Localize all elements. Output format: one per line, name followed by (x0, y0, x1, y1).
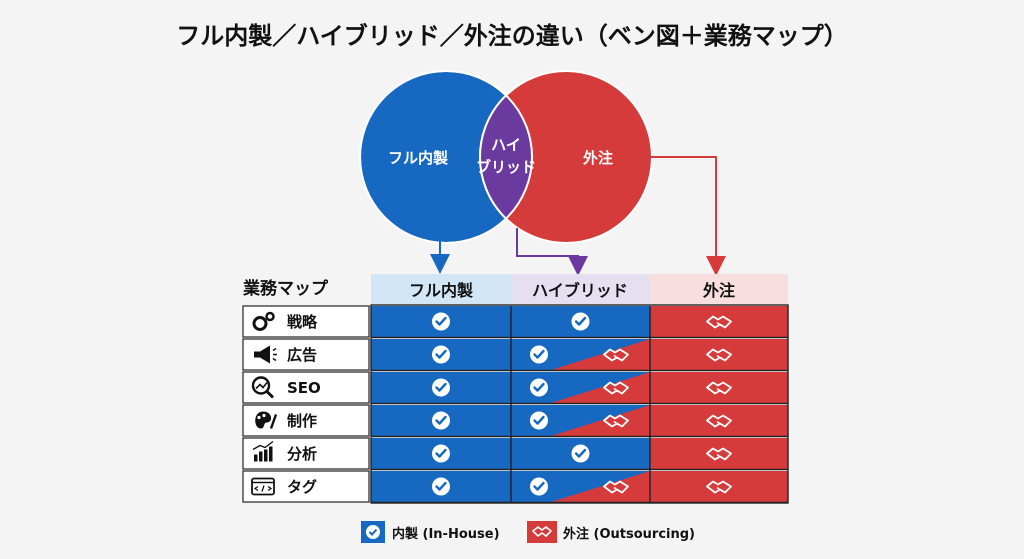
handshake-icon (603, 414, 629, 428)
cell-outsource (650, 405, 788, 436)
table-row: 戦略 (242, 305, 788, 339)
check-icon (432, 444, 450, 463)
page-title: フル内製／ハイブリッド／外注の違い（ベン図＋業務マップ） (176, 22, 848, 50)
check-icon (530, 378, 548, 397)
header-inhouse: フル内製 (409, 281, 473, 300)
cell-inhouse (371, 306, 511, 337)
table-row: タグ (242, 470, 788, 504)
cell-inhouse (371, 471, 511, 502)
cell-inhouse (371, 372, 511, 403)
row-label: タグ (287, 478, 317, 496)
legend-outsource-label: 外注 (Outsourcing) (562, 526, 695, 542)
handshake-icon (706, 414, 732, 428)
bar-chart-icon (252, 440, 274, 462)
code-window-icon (251, 477, 275, 496)
cell-inhouse (371, 438, 511, 469)
handshake-icon (706, 447, 732, 461)
legend: 内製 (In-House) 外注 (Outsourcing) (361, 521, 695, 543)
venn-inhouse-label: フル内製 (388, 149, 448, 167)
handshake-icon (706, 480, 732, 494)
row-label: SEO (287, 379, 321, 397)
cell-hybrid (511, 438, 650, 469)
cell-inhouse (371, 339, 511, 370)
cell-outsource (650, 471, 788, 502)
cell-hybrid (511, 372, 650, 403)
legend-outsource-swatch (527, 521, 557, 543)
venn-diagram: フル内製 ハイ ブリッド 外注 (359, 70, 653, 244)
table-row: 分析 (242, 437, 788, 471)
check-icon (571, 444, 590, 463)
legend-handshake-icon (532, 526, 552, 537)
table-corner-label: 業務マップ (243, 278, 329, 299)
cell-outsource (650, 339, 788, 370)
connector-arrows (430, 156, 726, 276)
handshake-icon (706, 381, 732, 395)
check-icon (432, 312, 450, 331)
magnifier-chart-icon (251, 376, 275, 399)
check-icon (432, 378, 450, 397)
cell-outsource (650, 438, 788, 469)
handshake-icon (603, 381, 629, 395)
megaphone-icon (254, 345, 277, 364)
cell-outsource (650, 372, 788, 403)
row-label: 広告 (287, 346, 317, 364)
handshake-icon (603, 348, 629, 362)
header-hybrid: ハイブリッド (532, 281, 628, 300)
header-hybrid-bg (511, 274, 650, 304)
cell-outsource (650, 306, 788, 337)
check-icon (530, 411, 548, 430)
table-row: 広告 (242, 338, 788, 372)
venn-hybrid-label-2: ブリッド (476, 158, 536, 176)
check-icon (432, 477, 450, 496)
check-icon (432, 411, 450, 430)
check-icon (571, 312, 590, 331)
header-outsource-bg (650, 274, 788, 304)
row-label: 制作 (287, 412, 317, 430)
handshake-icon (706, 348, 732, 362)
handshake-icon (706, 315, 732, 329)
venn-outsource-label: 外注 (582, 149, 613, 167)
check-icon (530, 477, 548, 496)
cell-hybrid (511, 471, 650, 502)
check-icon (432, 345, 450, 364)
check-icon (530, 345, 548, 364)
cell-hybrid (511, 339, 650, 370)
cell-inhouse (371, 405, 511, 436)
legend-inhouse-label: 内製 (In-House) (392, 526, 500, 542)
header-outsource: 外注 (702, 281, 735, 300)
table-row: 制作 (242, 404, 788, 438)
header-inhouse-bg (371, 274, 511, 304)
row-label: 分析 (287, 445, 317, 463)
cell-hybrid (511, 306, 650, 337)
row-label: 戦略 (287, 313, 318, 331)
venn-hybrid-label-1: ハイ (491, 136, 521, 154)
arrow-outsource (650, 156, 726, 276)
gears-icon (252, 311, 275, 331)
handshake-icon (603, 480, 629, 494)
table-row: SEO (242, 371, 788, 405)
cell-hybrid (511, 405, 650, 436)
palette-icon (255, 411, 278, 429)
arrow-hybrid (516, 228, 588, 276)
